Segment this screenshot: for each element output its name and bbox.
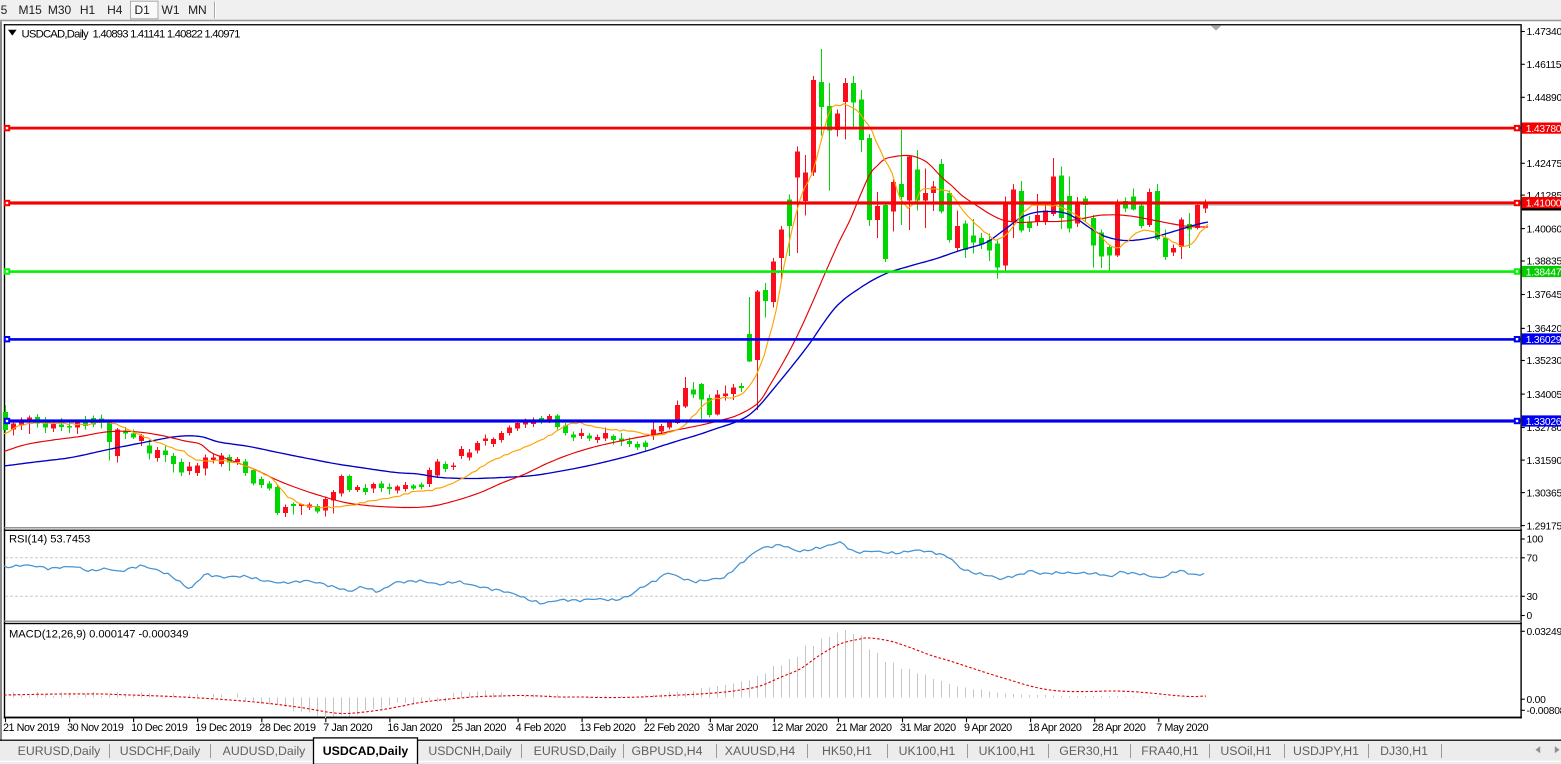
svg-text:1.36420: 1.36420 bbox=[1527, 324, 1561, 335]
svg-text:1.41000: 1.41000 bbox=[1526, 198, 1561, 209]
svg-text:1.33026: 1.33026 bbox=[1526, 417, 1561, 428]
svg-text:28 Apr 2020: 28 Apr 2020 bbox=[1092, 722, 1146, 734]
svg-text:25 Jan 2020: 25 Jan 2020 bbox=[452, 722, 507, 734]
svg-text:0.00: 0.00 bbox=[1527, 695, 1547, 706]
svg-text:W1: W1 bbox=[162, 3, 180, 17]
svg-text:7 May 2020: 7 May 2020 bbox=[1156, 722, 1208, 734]
svg-text:M5: M5 bbox=[0, 3, 8, 17]
svg-text:1.38447: 1.38447 bbox=[1526, 267, 1561, 278]
svg-text:1.32780: 1.32780 bbox=[1527, 423, 1561, 434]
svg-text:1.43780: 1.43780 bbox=[1526, 124, 1561, 135]
svg-text:DJ30,H1: DJ30,H1 bbox=[1380, 744, 1428, 758]
svg-text:100: 100 bbox=[1527, 535, 1544, 546]
svg-text:21 Nov 2019: 21 Nov 2019 bbox=[3, 722, 60, 734]
svg-text:12 Mar 2020: 12 Mar 2020 bbox=[772, 722, 828, 734]
svg-text:1.47340: 1.47340 bbox=[1527, 27, 1561, 38]
svg-text:GBPUSD,H4: GBPUSD,H4 bbox=[631, 744, 702, 758]
svg-text:1.44890: 1.44890 bbox=[1527, 93, 1561, 104]
svg-text:FRA40,H1: FRA40,H1 bbox=[1141, 744, 1199, 758]
svg-text:21 Mar 2020: 21 Mar 2020 bbox=[836, 722, 892, 734]
svg-text:10 Dec 2019: 10 Dec 2019 bbox=[131, 722, 188, 734]
svg-text:H1: H1 bbox=[80, 3, 96, 17]
svg-text:3 Mar 2020: 3 Mar 2020 bbox=[708, 722, 759, 734]
svg-text:13 Feb 2020: 13 Feb 2020 bbox=[580, 722, 636, 734]
svg-text:1.37645: 1.37645 bbox=[1527, 290, 1561, 301]
svg-text:1.34005: 1.34005 bbox=[1527, 390, 1561, 401]
svg-text:USOil,H1: USOil,H1 bbox=[1220, 744, 1271, 758]
svg-text:0.032493: 0.032493 bbox=[1527, 627, 1561, 638]
svg-text:M30: M30 bbox=[48, 3, 72, 17]
svg-text:30: 30 bbox=[1527, 592, 1538, 603]
svg-text:H4: H4 bbox=[107, 3, 123, 17]
svg-text:USDCAD,Daily 1.40893 1.41141: USDCAD,Daily 1.40893 1.41141 1.40822 1.4… bbox=[22, 28, 241, 40]
svg-text:USDJPY,H1: USDJPY,H1 bbox=[1293, 744, 1359, 758]
svg-text:XAUUSD,H4: XAUUSD,H4 bbox=[725, 744, 796, 758]
svg-text:HK50,H1: HK50,H1 bbox=[822, 744, 872, 758]
svg-text:4 Feb 2020: 4 Feb 2020 bbox=[516, 722, 567, 734]
svg-text:19 Dec 2019: 19 Dec 2019 bbox=[195, 722, 252, 734]
svg-text:18 Apr 2020: 18 Apr 2020 bbox=[1028, 722, 1082, 734]
svg-text:1.31590: 1.31590 bbox=[1527, 456, 1561, 467]
svg-text:UK100,H1: UK100,H1 bbox=[979, 744, 1036, 758]
svg-text:-0.008086: -0.008086 bbox=[1527, 706, 1561, 717]
svg-text:USDCNH,Daily: USDCNH,Daily bbox=[428, 744, 512, 758]
svg-text:UK100,H1: UK100,H1 bbox=[899, 744, 956, 758]
svg-text:16 Jan 2020: 16 Jan 2020 bbox=[387, 722, 442, 734]
svg-text:RSI(14) 53.7453: RSI(14) 53.7453 bbox=[9, 533, 90, 545]
svg-text:EURUSD,Daily: EURUSD,Daily bbox=[534, 744, 618, 758]
svg-text:9 Apr 2020: 9 Apr 2020 bbox=[964, 722, 1012, 734]
svg-text:1.30365: 1.30365 bbox=[1527, 488, 1561, 499]
svg-text:D1: D1 bbox=[135, 3, 151, 17]
svg-text:7 Jan 2020: 7 Jan 2020 bbox=[323, 722, 372, 734]
svg-text:EURUSD,Daily: EURUSD,Daily bbox=[18, 744, 102, 758]
svg-text:GER30,H1: GER30,H1 bbox=[1059, 744, 1119, 758]
svg-text:USDCAD,Daily: USDCAD,Daily bbox=[323, 744, 409, 758]
svg-text:MACD(12,26,9) 0.000147 -0.0003: MACD(12,26,9) 0.000147 -0.000349 bbox=[9, 628, 188, 640]
svg-text:1.46115: 1.46115 bbox=[1527, 60, 1561, 71]
svg-text:28 Dec 2019: 28 Dec 2019 bbox=[259, 722, 316, 734]
svg-text:1.29175: 1.29175 bbox=[1527, 521, 1561, 532]
svg-text:1.38835: 1.38835 bbox=[1527, 257, 1561, 268]
svg-text:1.42475: 1.42475 bbox=[1527, 159, 1561, 170]
svg-text:70: 70 bbox=[1527, 554, 1538, 565]
svg-text:0: 0 bbox=[1527, 611, 1533, 622]
svg-text:MN: MN bbox=[188, 3, 207, 17]
svg-text:30 Nov 2019: 30 Nov 2019 bbox=[67, 722, 124, 734]
svg-text:USDCHF,Daily: USDCHF,Daily bbox=[120, 744, 201, 758]
svg-text:22 Feb 2020: 22 Feb 2020 bbox=[644, 722, 700, 734]
svg-text:31 Mar 2020: 31 Mar 2020 bbox=[900, 722, 956, 734]
svg-text:AUDUSD,Daily: AUDUSD,Daily bbox=[223, 744, 307, 758]
svg-text:1.36029: 1.36029 bbox=[1526, 335, 1561, 346]
svg-text:1.41285: 1.41285 bbox=[1527, 191, 1561, 202]
svg-text:1.35230: 1.35230 bbox=[1527, 356, 1561, 367]
svg-text:M15: M15 bbox=[19, 3, 43, 17]
svg-text:1.40060: 1.40060 bbox=[1527, 224, 1561, 235]
